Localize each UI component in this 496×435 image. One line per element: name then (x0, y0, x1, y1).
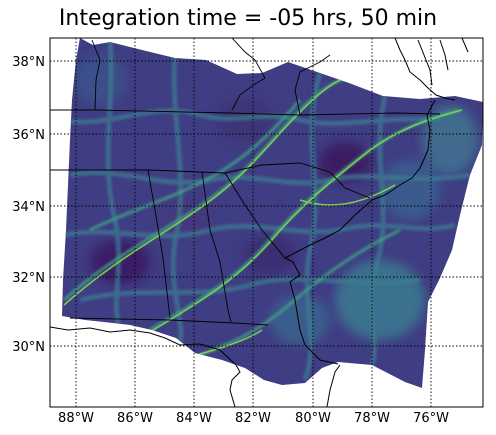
lat-label: 30°N (12, 340, 45, 355)
lat-label: 34°N (12, 200, 45, 215)
longitude-labels: 88°W 86°W 84°W 82°W 80°W 78°W 76°W (58, 411, 449, 426)
coastline (50, 38, 469, 407)
lon-label: 88°W (58, 411, 94, 426)
lon-label: 78°W (354, 411, 390, 426)
lon-label: 80°W (295, 411, 331, 426)
lat-label: 36°N (12, 128, 45, 143)
map-frame (49, 37, 484, 408)
lon-label: 84°W (176, 411, 212, 426)
lon-label: 86°W (117, 411, 153, 426)
lon-label: 76°W (413, 411, 449, 426)
state-boundaries (50, 38, 441, 326)
lat-label: 38°N (12, 55, 45, 70)
scalar-field (62, 38, 483, 388)
map-title: Integration time = -05 hrs, 50 min (58, 6, 438, 31)
latitude-labels: 38°N 36°N 34°N 32°N 30°N (12, 55, 45, 355)
map-border (49, 37, 484, 408)
lat-label: 32°N (12, 271, 45, 286)
graticule (50, 38, 483, 407)
lon-label: 82°W (235, 411, 271, 426)
